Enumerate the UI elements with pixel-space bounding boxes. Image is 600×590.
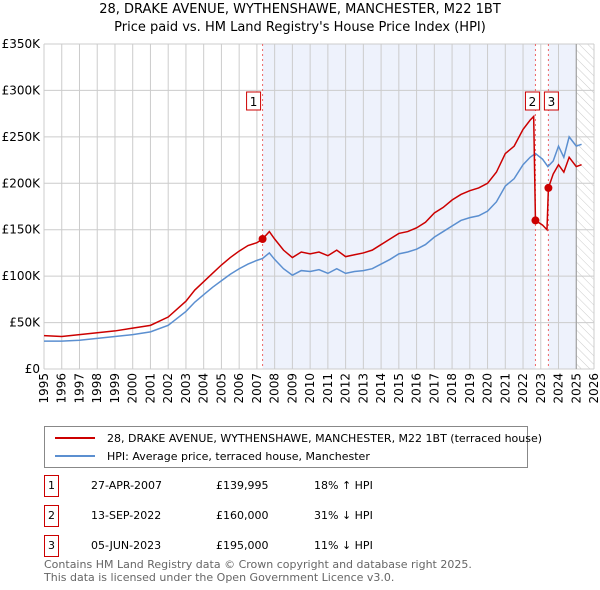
x-tick-label: 2021: [498, 373, 512, 404]
legend-label-hpi: HPI: Average price, terraced house, Manc…: [107, 449, 370, 463]
sale-hpi: 31% ↓ HPI: [314, 509, 373, 522]
property-line: [43, 114, 582, 338]
sale-marker-badge: 1: [44, 475, 59, 497]
x-tick-label: 2001: [143, 373, 157, 404]
y-tick-label: £350K: [2, 37, 42, 51]
x-tick-label: 2011: [321, 373, 335, 404]
sale-date: 05-JUN-2023: [91, 539, 162, 552]
sale-marker-badge: 2: [44, 505, 59, 527]
sale-label: 1: [250, 95, 258, 109]
legend-swatch-hpi: [55, 455, 95, 457]
x-tick-label: 2004: [197, 373, 211, 404]
y-tick-label: £50K: [9, 316, 41, 330]
x-tick-label: 2016: [410, 373, 424, 404]
x-tick-label: 2020: [481, 373, 495, 404]
price-chart: £0 £50K £100K £150K £200K £250K £300K £350K 1995…: [2, 37, 600, 404]
x-tick-label: 2026: [587, 373, 600, 404]
chart-subtitle: Price paid vs. HM Land Registry's House …: [114, 20, 486, 35]
hpi-line: [44, 135, 582, 342]
x-tick-label: 1997: [72, 373, 86, 404]
x-tick-label: 2008: [268, 373, 282, 404]
sale-label: 3: [548, 95, 556, 109]
y-tick-label: £0: [25, 362, 40, 376]
sale-price: £195,000: [216, 539, 269, 552]
x-tick-label: 2025: [569, 373, 583, 404]
x-tick-label: 2024: [552, 373, 566, 404]
legend-label-property: 28, DRAKE AVENUE, WYTHENSHAWE, MANCHESTE…: [107, 431, 543, 445]
sale-point: [258, 235, 267, 244]
sale-point: [544, 183, 553, 192]
x-tick-label: 1995: [37, 373, 51, 404]
sale-label-box: [524, 91, 540, 111]
sale-label-box: [246, 91, 262, 111]
sale-point: [531, 216, 540, 225]
sale-hpi: 18% ↑ HPI: [314, 479, 373, 492]
x-tick-label: 1999: [108, 373, 122, 404]
sale-date: 13-SEP-2022: [91, 509, 162, 522]
x-tick-label: 2023: [534, 373, 548, 404]
y-tick-label: £150K: [2, 223, 42, 237]
x-tick-label: 1996: [55, 373, 69, 404]
x-tick-label: 2003: [179, 373, 193, 404]
x-tick-label: 2000: [126, 373, 140, 404]
x-tick-label: 2018: [445, 373, 459, 404]
future-hatch: [576, 44, 594, 369]
sale-hpi: 11% ↓ HPI: [314, 539, 373, 552]
x-tick-label: 2014: [374, 373, 388, 404]
footer-copyright: Contains HM Land Registry data © Crown c…: [44, 558, 472, 571]
chart-title: 28, DRAKE AVENUE, WYTHENSHAWE, MANCHESTE…: [99, 2, 501, 17]
legend-swatch-property: [55, 437, 95, 439]
sale-price: £160,000: [216, 509, 269, 522]
x-tick-label: 2022: [516, 373, 530, 404]
x-tick-label: 2007: [250, 373, 264, 404]
x-tick-label: 2009: [285, 373, 299, 404]
x-tick-label: 1998: [90, 373, 104, 404]
x-tick-label: 2017: [427, 373, 441, 404]
footer: Contains HM Land Registry data © Crown c…: [44, 558, 472, 584]
x-tick-label: 2015: [392, 373, 406, 404]
sale-marker-badge: 3: [44, 535, 59, 557]
y-tick-label: £250K: [2, 130, 42, 144]
footer-licence: This data is licensed under the Open Gov…: [44, 571, 395, 584]
x-tick-label: 2013: [356, 373, 370, 404]
sale-label-box: [543, 91, 559, 111]
x-tick-label: 2019: [463, 373, 477, 404]
legend: 28, DRAKE AVENUE, WYTHENSHAWE, MANCHESTE…: [44, 426, 542, 468]
sale-date: 27-APR-2007: [91, 479, 163, 492]
sale-row: 2 13-SEP-2022 £160,000 31% ↓ HPI: [44, 505, 444, 527]
sale-label: 2: [529, 95, 537, 109]
y-tick-label: £300K: [2, 83, 42, 97]
x-tick-label: 2006: [232, 373, 246, 404]
x-tick-label: 2010: [303, 373, 317, 404]
x-tick-label: 2012: [339, 373, 353, 404]
y-tick-label: £100K: [2, 269, 42, 283]
y-tick-label: £200K: [2, 176, 42, 190]
sale-price: £139,995: [216, 479, 269, 492]
x-tick-label: 2002: [161, 373, 175, 404]
sale-row: 1 27-APR-2007 £139,995 18% ↑ HPI: [44, 475, 444, 497]
x-tick-label: 2005: [214, 373, 228, 404]
sale-row: 3 05-JUN-2023 £195,000 11% ↓ HPI: [44, 535, 444, 557]
